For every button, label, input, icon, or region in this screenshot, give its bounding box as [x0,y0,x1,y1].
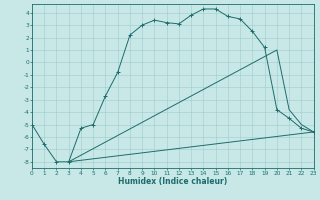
X-axis label: Humidex (Indice chaleur): Humidex (Indice chaleur) [118,177,228,186]
